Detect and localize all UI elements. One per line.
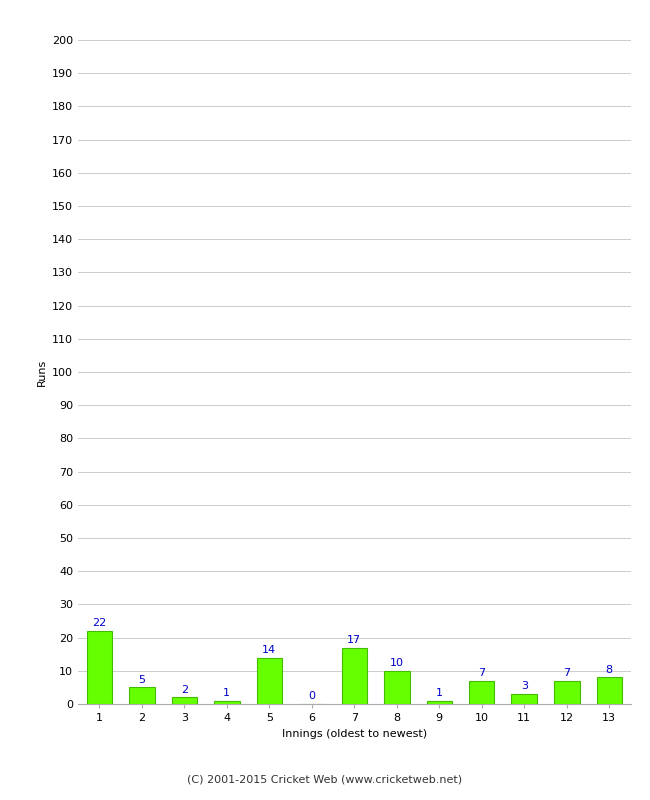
Bar [554,681,580,704]
Bar [512,694,537,704]
Y-axis label: Runs: Runs [36,358,46,386]
Text: 10: 10 [390,658,404,668]
Text: (C) 2001-2015 Cricket Web (www.cricketweb.net): (C) 2001-2015 Cricket Web (www.cricketwe… [187,774,463,784]
Text: 1: 1 [223,688,230,698]
Bar [469,681,495,704]
Text: 7: 7 [478,668,486,678]
Bar [384,670,410,704]
Bar [86,631,112,704]
Bar [426,701,452,704]
Text: 14: 14 [262,645,276,655]
Bar [597,678,622,704]
Text: 2: 2 [181,685,188,694]
Bar [257,658,282,704]
Text: 17: 17 [347,635,361,645]
Text: 3: 3 [521,682,528,691]
X-axis label: Innings (oldest to newest): Innings (oldest to newest) [281,729,427,738]
Bar [341,647,367,704]
Text: 1: 1 [436,688,443,698]
Text: 7: 7 [563,668,570,678]
Text: 22: 22 [92,618,107,628]
Text: 5: 5 [138,674,145,685]
Text: 8: 8 [606,665,613,674]
Text: 0: 0 [308,691,315,702]
Bar [172,698,197,704]
Bar [129,687,155,704]
Bar [214,701,239,704]
